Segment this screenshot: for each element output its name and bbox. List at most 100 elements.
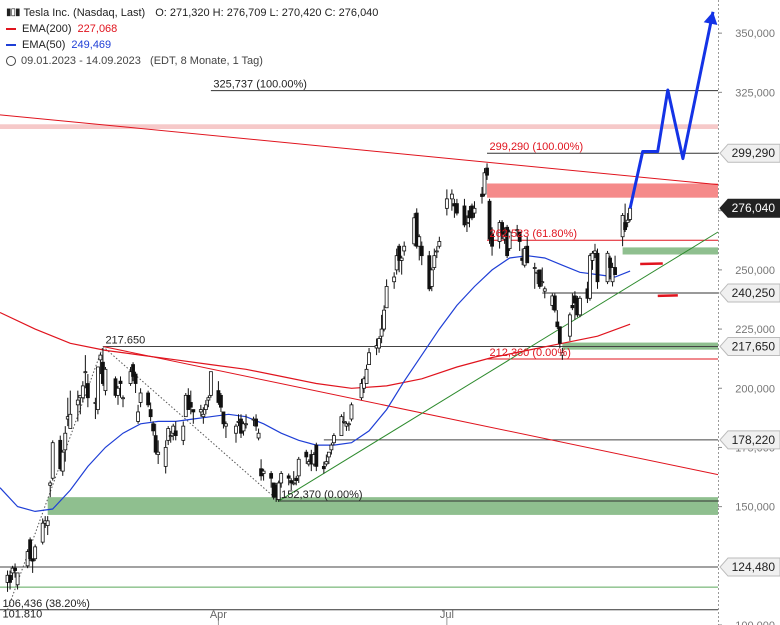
candle-body: [490, 233, 494, 247]
zone-band: [622, 247, 718, 255]
candle-body: [83, 371, 88, 374]
level-annotation: 106,436 (38.20%): [3, 598, 90, 610]
candle-body: [60, 451, 65, 472]
candle-body: [121, 397, 125, 400]
candle-body: [480, 193, 484, 197]
candle-body: [118, 380, 123, 384]
candle-body: [63, 432, 68, 451]
candle-body: [256, 432, 261, 439]
candle-body: [419, 245, 424, 257]
candle-body: [588, 255, 592, 299]
fib-guide-line: [102, 346, 279, 502]
candle-body: [417, 236, 422, 247]
candle-body: [437, 241, 442, 247]
price-tag: [719, 283, 780, 303]
candle-body: [552, 295, 557, 311]
ema200-label: EMA(200): [22, 23, 72, 35]
candle-body: [560, 352, 565, 356]
candle-body: [276, 482, 281, 500]
candle-body: [595, 252, 600, 283]
candle-body: [455, 203, 459, 214]
ema200-line: [0, 311, 631, 389]
candle-body: [485, 167, 489, 176]
candle-body: [166, 428, 171, 441]
zones-layer: [0, 124, 719, 515]
candle-body: [138, 392, 143, 403]
legend-ema50-row: EMA(50) 249,469: [6, 37, 378, 53]
candle-body: [542, 288, 547, 292]
ohlc-values: O: 271,320 H: 276,709 L: 270,420 C: 276,…: [155, 7, 379, 19]
y-tick-label: 350,000: [735, 28, 775, 40]
ema-layer: [0, 255, 631, 513]
candle-body: [80, 385, 85, 399]
level-annotation: 152,370 (0.00%): [281, 489, 362, 501]
candle-body: [394, 255, 399, 271]
candle-body: [532, 267, 537, 269]
candle-body: [578, 297, 582, 316]
candle-body: [377, 338, 381, 349]
price-tag-label: 240,250: [732, 286, 776, 300]
candle-body: [116, 387, 120, 396]
y-tick-label: 150,000: [735, 502, 775, 514]
candle-body: [131, 364, 135, 377]
level-annotation: 262,523 (61.80%): [490, 228, 577, 240]
candle-body: [208, 371, 213, 396]
price-tag-label: 299,290: [732, 146, 776, 160]
candle-body: [462, 205, 467, 226]
zone-band: [0, 124, 718, 130]
price-tag-label: 178,220: [732, 433, 776, 447]
x-tick-label: Jul: [440, 609, 454, 621]
candle-body: [254, 418, 258, 427]
level-annotation: 299,290 (100.00%): [490, 141, 584, 153]
candle-body: [234, 425, 238, 434]
candle-body: [68, 413, 73, 429]
level-annotation: 212,360 (0.00%): [490, 347, 571, 359]
clock-icon: [6, 56, 16, 66]
candle-body: [261, 470, 266, 474]
bar-chart-icon: ▮▯▮: [6, 7, 20, 18]
candle-body: [482, 172, 487, 195]
price-tag-label: 217,650: [732, 339, 776, 353]
x-tick-label: Apr: [210, 609, 227, 621]
candle-body: [500, 222, 504, 235]
candle-body: [326, 451, 331, 458]
instrument-title: Tesla Inc. (Nasdaq, Last): [23, 7, 146, 19]
y-axis: 350,000325,000275,000250,000225,000200,0…: [718, 0, 780, 625]
candle-body: [153, 435, 158, 453]
candle-body: [75, 399, 80, 406]
candle-body: [349, 404, 354, 420]
price-tag: [719, 143, 780, 163]
candle-body: [593, 250, 597, 254]
ema200-swatch-icon: [6, 28, 16, 30]
candle-body: [414, 212, 419, 247]
candle-body: [555, 321, 560, 328]
legend-title-row: ▮▯▮ Tesla Inc. (Nasdaq, Last) O: 271,320…: [6, 5, 378, 21]
zone-band: [47, 497, 719, 515]
price-tag: [719, 336, 780, 356]
level-annotation: 217.650: [105, 334, 145, 346]
y-tick-label: 250,000: [735, 265, 775, 277]
candle-body: [567, 314, 572, 337]
candle-body: [279, 473, 284, 484]
candle-body: [379, 328, 384, 337]
candle-body: [296, 458, 301, 477]
candle-body: [286, 475, 291, 479]
ema200-value: 227,068: [77, 23, 118, 35]
candle-body: [289, 480, 294, 484]
candle-body: [163, 447, 168, 467]
y-tick-label: 225,000: [735, 324, 775, 336]
candle-body: [339, 416, 344, 437]
candle-body: [148, 409, 153, 418]
axis-background: [718, 0, 780, 625]
candle-body: [347, 423, 351, 426]
legend-ema200-row: EMA(200) 227,068: [6, 21, 378, 37]
candle-body: [487, 200, 492, 240]
chart-legend: ▮▯▮ Tesla Inc. (Nasdaq, Last) O: 271,320…: [6, 5, 378, 69]
legend-period-row: 09.01.2023 - 14.09.2023 (EDT, 8 Monate, …: [6, 53, 378, 69]
candle-body: [30, 558, 35, 562]
candle-body: [570, 304, 575, 309]
candle-body: [364, 368, 369, 384]
trend-line: [0, 114, 719, 186]
candle-body: [590, 252, 595, 261]
